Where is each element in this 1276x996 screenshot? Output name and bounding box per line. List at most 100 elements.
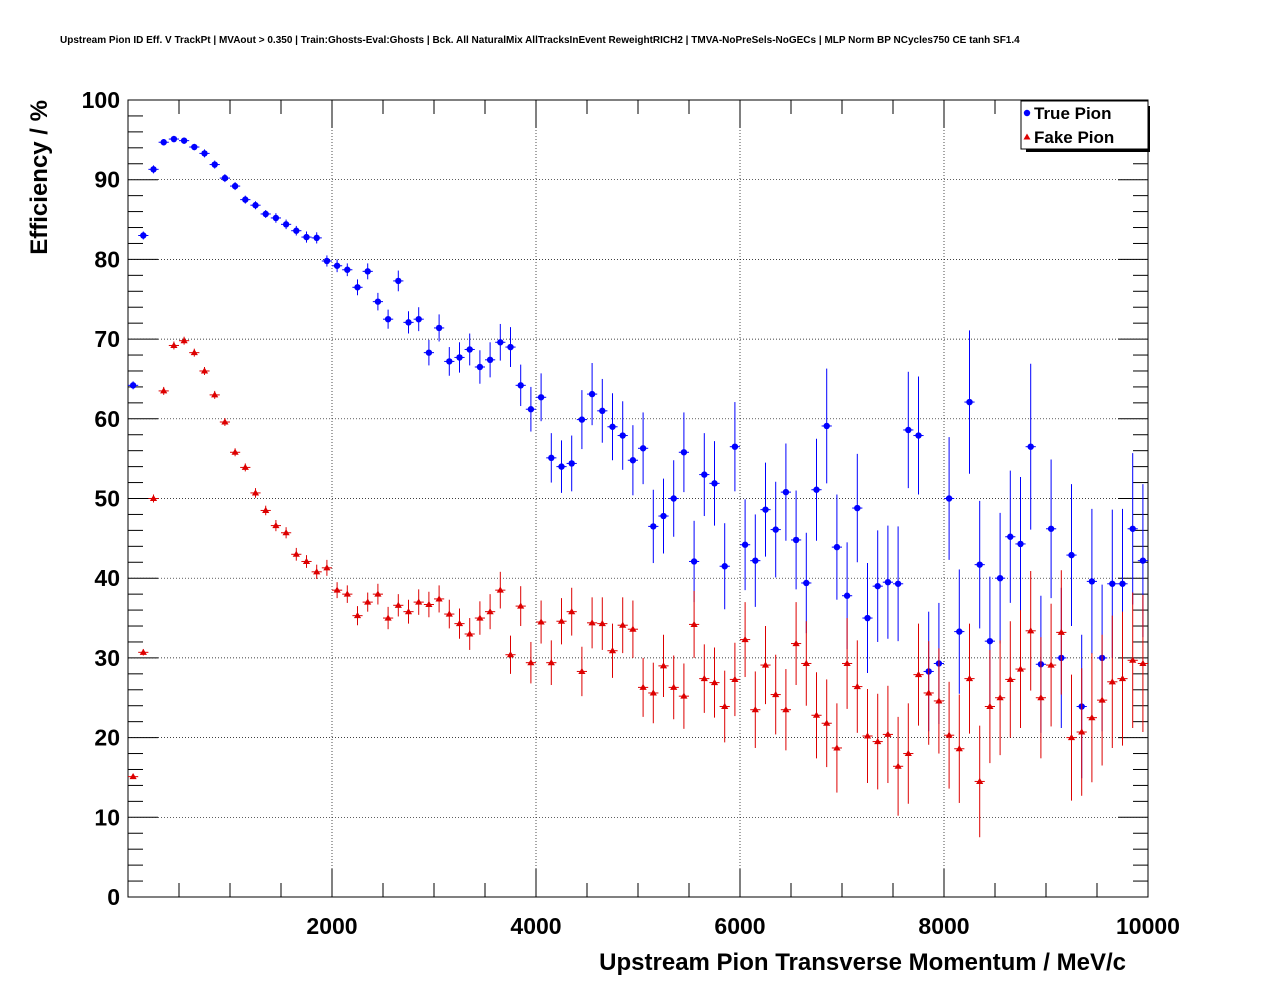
true-pion-point bbox=[201, 150, 208, 157]
x-axis-title: Upstream Pion Transverse Momentum / MeV/… bbox=[599, 949, 1126, 976]
fake-pion-point bbox=[180, 337, 188, 344]
true-pion-point bbox=[129, 382, 137, 389]
true-pion-point bbox=[558, 463, 565, 470]
true-pion-point bbox=[293, 227, 300, 234]
fake-pion-point bbox=[588, 619, 596, 626]
fake-pion-point bbox=[486, 608, 494, 615]
x-tick-label: 2000 bbox=[306, 913, 357, 939]
true-pion-point bbox=[527, 406, 535, 413]
true-pion-point bbox=[711, 480, 718, 487]
fake-pion-point bbox=[476, 614, 484, 621]
fake-pion-point bbox=[262, 506, 270, 513]
true-pion-point bbox=[456, 354, 463, 361]
data-marks bbox=[128, 135, 1148, 838]
fake-pion-point bbox=[1108, 678, 1116, 685]
fake-pion-point bbox=[945, 731, 953, 738]
fake-pion-point bbox=[1078, 728, 1086, 735]
fake-pion-point bbox=[292, 550, 300, 557]
fake-pion-point bbox=[1088, 714, 1096, 721]
true-pion-point bbox=[813, 486, 820, 493]
fake-pion-point bbox=[1118, 675, 1127, 682]
fake-pion-point bbox=[608, 647, 617, 654]
true-pion-point bbox=[1027, 443, 1034, 450]
true-pion-point bbox=[221, 174, 229, 182]
fake-pion-point bbox=[445, 610, 453, 617]
x-tick-label: 6000 bbox=[714, 913, 765, 939]
true-pion-point bbox=[344, 266, 351, 273]
fake-pion-point bbox=[731, 675, 739, 682]
true-pion-point bbox=[231, 182, 239, 190]
fake-pion-point bbox=[812, 711, 821, 718]
true-pion-point bbox=[486, 356, 494, 364]
fake-pion-point bbox=[802, 659, 810, 666]
true-pion-point bbox=[374, 298, 382, 305]
fake-pion-point bbox=[751, 706, 759, 713]
true-pion-point bbox=[701, 471, 708, 478]
fake-pion-point bbox=[904, 749, 912, 757]
fake-pion-point bbox=[700, 675, 708, 682]
y-tick-label: 100 bbox=[82, 87, 120, 113]
fake-pion-point bbox=[364, 598, 372, 605]
true-pion-point bbox=[507, 343, 514, 351]
fake-pion-point bbox=[241, 463, 249, 470]
fake-pion-point bbox=[761, 661, 770, 668]
fake-pion-point bbox=[782, 706, 790, 713]
true-pion-point bbox=[874, 582, 881, 590]
true-pion-point bbox=[313, 234, 320, 242]
true-pion-point bbox=[466, 346, 473, 353]
x-tick-label: 8000 bbox=[918, 913, 969, 939]
fake-pion-point bbox=[741, 635, 749, 643]
fake-pion-point bbox=[537, 618, 545, 625]
true-pion-point bbox=[864, 614, 871, 622]
fake-pion-point bbox=[619, 621, 627, 628]
fake-pion-point bbox=[547, 659, 555, 666]
fake-pion-point bbox=[506, 651, 515, 658]
true-pion-point bbox=[690, 558, 698, 565]
true-pion-point bbox=[619, 432, 626, 439]
true-pion-point bbox=[588, 390, 596, 398]
true-pion-point bbox=[211, 161, 218, 168]
true-pion-point bbox=[721, 563, 728, 570]
fake-pion-point bbox=[221, 418, 229, 425]
true-pion-point bbox=[1088, 578, 1096, 585]
legend-box bbox=[1020, 100, 1149, 150]
true-pion-point bbox=[272, 214, 280, 222]
fake-pion-point bbox=[863, 732, 872, 739]
x-tick-label: 10000 bbox=[1116, 913, 1180, 939]
true-pion-point bbox=[609, 423, 616, 430]
true-pion-series bbox=[128, 135, 1148, 779]
true-pion-legend-marker bbox=[1023, 109, 1031, 117]
true-pion-point bbox=[384, 315, 392, 323]
fake-pion-point bbox=[721, 702, 729, 710]
true-pion-point bbox=[446, 358, 453, 365]
fake-pion-point bbox=[670, 683, 678, 690]
true-pion-point bbox=[354, 284, 361, 291]
fake-pion-point bbox=[455, 620, 464, 627]
fake-pion-point bbox=[914, 671, 923, 678]
fake-pion-point bbox=[935, 697, 943, 704]
true-pion-point bbox=[772, 526, 779, 533]
fake-pion-point bbox=[772, 690, 780, 698]
true-pion-point bbox=[323, 257, 331, 265]
fake-pion-point bbox=[323, 564, 331, 571]
fake-pion-point bbox=[996, 694, 1004, 701]
fake-pion-point bbox=[160, 387, 168, 394]
fake-pion-point bbox=[394, 601, 402, 608]
fake-pion-point bbox=[986, 702, 994, 710]
true-pion-point bbox=[650, 523, 657, 530]
y-tick-label: 30 bbox=[94, 645, 120, 671]
true-pion-point bbox=[599, 407, 606, 415]
fake-pion-point bbox=[853, 682, 861, 690]
true-pion-point bbox=[945, 495, 953, 502]
fake-pion-point bbox=[955, 745, 963, 752]
true-pion-point bbox=[180, 137, 188, 144]
true-pion-point bbox=[405, 319, 412, 326]
fake-pion-point bbox=[200, 367, 209, 374]
true-pion-point bbox=[639, 445, 647, 452]
true-pion-point bbox=[1017, 540, 1024, 548]
true-pion-point bbox=[660, 512, 667, 520]
fake-pion-point bbox=[1139, 659, 1147, 666]
fake-pion-point bbox=[710, 679, 719, 686]
true-pion-point bbox=[160, 139, 167, 146]
